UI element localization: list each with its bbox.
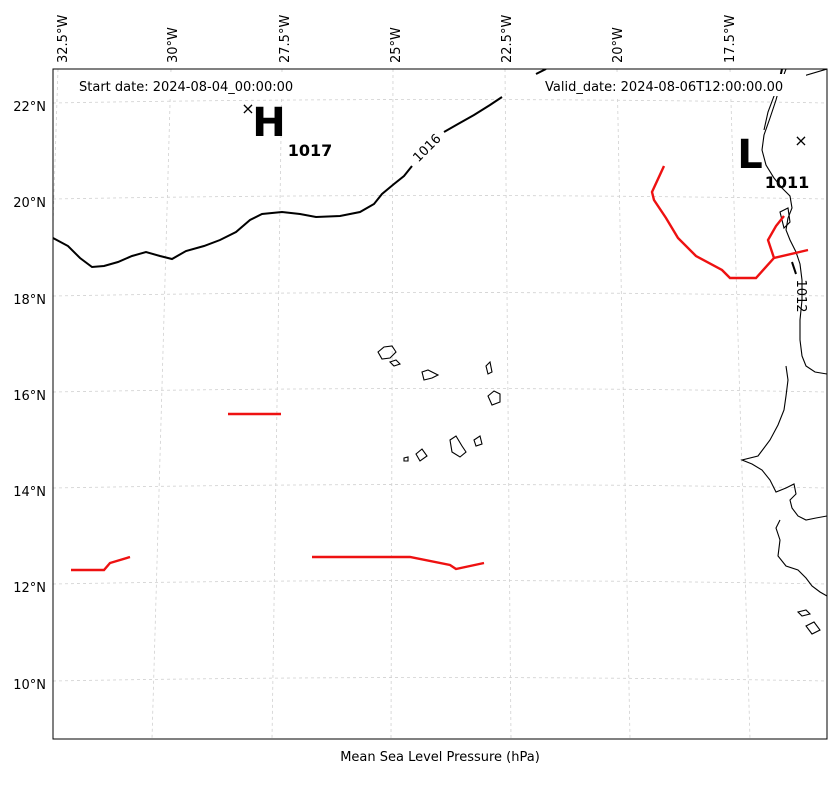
meridian-line (729, 69, 751, 739)
start-date-box (72, 74, 318, 96)
parallel-line (53, 388, 827, 393)
graticule (53, 69, 827, 739)
coastal-island (796, 609, 812, 617)
cabo-verde-island (421, 369, 440, 381)
lat-tick-label: 20°N (13, 196, 46, 211)
low-letter: L (737, 132, 763, 178)
lat-tick-label: 14°N (13, 485, 46, 500)
lon-tick-label: 17.5°W (723, 15, 738, 63)
cabo-verde-island (485, 360, 493, 375)
lat-tick-label: 18°N (13, 293, 46, 308)
isobar-1016 (53, 69, 547, 269)
lon-tick-label: 25°W (389, 27, 404, 63)
low-pressure-value: 1011 (765, 173, 810, 192)
latitude-tick-labels: 22°N 20°N 18°N 16°N 14°N 12°N 10°N (13, 100, 46, 693)
high-center-marker: × (241, 99, 254, 118)
front-line (650, 165, 809, 280)
cabo-verde-island (415, 448, 428, 462)
start-date-label: Start date: 2024-08-04_00:00:00 (79, 80, 293, 95)
cabo-verde-island (388, 359, 402, 367)
meridian-line (271, 69, 283, 739)
longitude-tick-labels: 32.5°W 30°W 27.5°W 25°W 22.5°W 20°W 17.5… (56, 15, 738, 63)
low-pressure-center: × L 1011 (737, 131, 809, 192)
meridian-line (53, 69, 59, 226)
cabo-verde-island (403, 456, 409, 462)
coastal-island (805, 621, 821, 635)
fronts (71, 165, 809, 572)
high-pressure-value: 1017 (288, 141, 333, 160)
lon-tick-label: 20°W (611, 27, 626, 63)
coastlines (377, 69, 827, 635)
lat-tick-label: 22°N (13, 100, 46, 115)
lon-tick-label: 32.5°W (56, 15, 71, 63)
front-line (71, 555, 131, 572)
lat-tick-label: 10°N (13, 678, 46, 693)
parallel-line (53, 580, 827, 585)
meridian-line (616, 69, 631, 739)
cabo-verde-island (377, 345, 397, 360)
parallel-line (53, 484, 827, 489)
map-frame (52, 68, 828, 740)
cabo-verde-island (449, 435, 467, 458)
isobar-1012 (779, 69, 797, 275)
map-xlabel: Mean Sea Level Pressure (hPa) (340, 750, 540, 765)
meridian-line (390, 69, 394, 739)
coastal-island (779, 207, 791, 230)
cabo-verde-island (487, 390, 501, 406)
lat-tick-label: 12°N (13, 581, 46, 596)
africa-coastline (761, 69, 827, 375)
low-center-marker: × (794, 131, 807, 150)
meridian-line (504, 69, 512, 739)
isobar-label: 1016 (411, 132, 445, 166)
front-line (312, 555, 485, 571)
isobar-label: 1012 (793, 279, 808, 312)
front-line (766, 215, 785, 259)
lon-tick-label: 30°W (166, 27, 181, 63)
cabo-verde-island (473, 435, 483, 447)
parallel-line (53, 195, 827, 200)
high-letter: H (252, 100, 285, 146)
lon-tick-label: 22.5°W (500, 15, 515, 63)
valid-date-box (540, 74, 806, 96)
lon-tick-label: 27.5°W (278, 15, 293, 63)
parallel-line (53, 292, 827, 297)
parallel-line (53, 677, 827, 682)
meridian-line (151, 69, 172, 739)
lat-tick-label: 16°N (13, 389, 46, 404)
parallel-line (53, 99, 827, 104)
valid-date-label: Valid_date: 2024-08-06T12:00:00.00 (545, 80, 783, 95)
high-pressure-center: × H 1017 (241, 99, 332, 160)
